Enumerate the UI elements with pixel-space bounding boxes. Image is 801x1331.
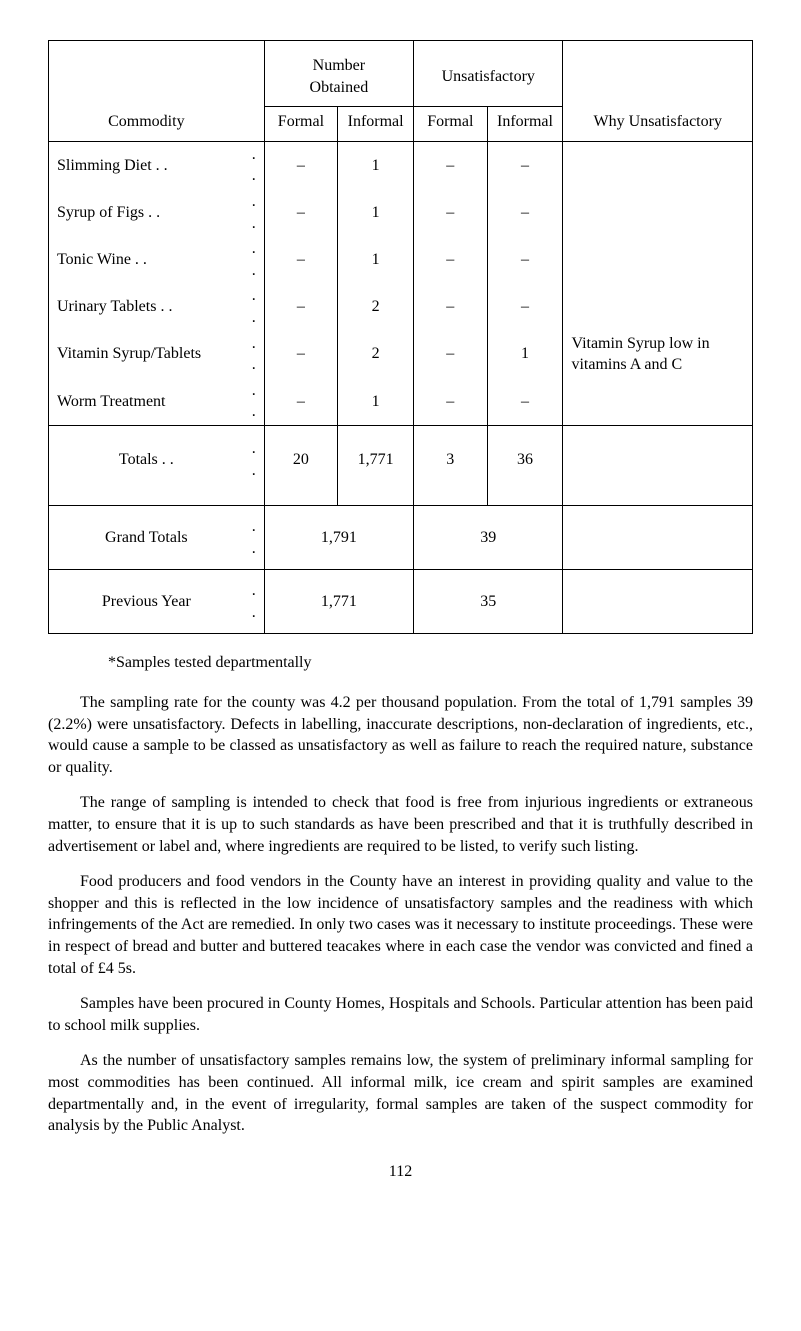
cell-dots: . . xyxy=(244,141,265,189)
grand-totals-label: Grand Totals xyxy=(49,506,244,570)
totals-f2: 3 xyxy=(414,425,487,505)
table-row: Tonic Wine . . . . – 1 – – xyxy=(49,236,753,283)
header-formal1: Formal xyxy=(264,107,337,142)
previous-year-row: Previous Year . . 1,771 35 xyxy=(49,570,753,634)
cell-i1: 1 xyxy=(338,189,414,236)
header-commodity: Commodity xyxy=(49,107,244,142)
cell-commodity: Tonic Wine . . xyxy=(49,236,244,283)
cell-f1: – xyxy=(264,283,337,330)
header-formal2: Formal xyxy=(414,107,487,142)
cell-why xyxy=(563,283,753,330)
totals-i2: 36 xyxy=(487,425,563,505)
paragraph: The sampling rate for the county was 4.2… xyxy=(48,692,753,778)
cell-i2: 1 xyxy=(487,331,563,378)
cell-f2: – xyxy=(414,236,487,283)
cell-f1: – xyxy=(264,141,337,189)
cell-f1: – xyxy=(264,378,337,426)
cell-f2: – xyxy=(414,283,487,330)
cell-i2: – xyxy=(487,189,563,236)
cell-i2: – xyxy=(487,141,563,189)
cell-f1: – xyxy=(264,189,337,236)
paragraph: As the number of unsatisfactory samples … xyxy=(48,1050,753,1136)
cell-commodity: Vitamin Syrup/Tablets xyxy=(49,331,244,378)
previous-year-num: 1,771 xyxy=(264,570,413,634)
header-number-obtained: NumberObtained xyxy=(264,41,413,107)
totals-row: Totals . . . . 20 1,771 3 36 xyxy=(49,425,753,505)
cell-f1: – xyxy=(264,236,337,283)
paragraph: Food producers and food vendors in the C… xyxy=(48,871,753,979)
cell-i1: 2 xyxy=(338,283,414,330)
grand-totals-unsat: 39 xyxy=(414,506,563,570)
cell-why xyxy=(563,141,753,189)
cell-i1: 1 xyxy=(338,141,414,189)
cell-f2: – xyxy=(414,189,487,236)
grand-totals-row: Grand Totals . . 1,791 39 xyxy=(49,506,753,570)
cell-commodity: Urinary Tablets . . xyxy=(49,283,244,330)
cell-f2: – xyxy=(414,141,487,189)
previous-year-dots: . . xyxy=(244,570,265,634)
cell-f2: – xyxy=(414,378,487,426)
totals-i1: 1,771 xyxy=(338,425,414,505)
cell-dots: . . xyxy=(244,331,265,378)
cell-i2: – xyxy=(487,283,563,330)
cell-i2: – xyxy=(487,378,563,426)
cell-why xyxy=(563,236,753,283)
cell-commodity: Worm Treatment xyxy=(49,378,244,426)
cell-i1: 1 xyxy=(338,236,414,283)
totals-label: Totals . . xyxy=(49,425,244,505)
cell-why: Vitamin Syrup low in vitamins A and C xyxy=(563,331,753,426)
previous-year-label: Previous Year xyxy=(49,570,244,634)
totals-f1: 20 xyxy=(264,425,337,505)
grand-totals-num: 1,791 xyxy=(264,506,413,570)
cell-why xyxy=(563,189,753,236)
paragraph: The range of sampling is intended to che… xyxy=(48,792,753,857)
cell-commodity: Slimming Diet . . xyxy=(49,141,244,189)
cell-dots: . . xyxy=(244,283,265,330)
cell-commodity: Syrup of Figs . . xyxy=(49,189,244,236)
cell-dots: . . xyxy=(244,189,265,236)
table-row: Slimming Diet . . . . – 1 – – xyxy=(49,141,753,189)
header-why: Why Unsatisfactory xyxy=(563,107,753,142)
previous-year-unsat: 35 xyxy=(414,570,563,634)
cell-dots: . . xyxy=(244,378,265,426)
grand-totals-dots: . . xyxy=(244,506,265,570)
cell-dots: . . xyxy=(244,236,265,283)
totals-dots: . . xyxy=(244,425,265,505)
footnote: *Samples tested departmentally xyxy=(108,652,753,674)
table-row: Syrup of Figs . . . . – 1 – – xyxy=(49,189,753,236)
cell-f2: – xyxy=(414,331,487,378)
paragraph: Samples have been procured in County Hom… xyxy=(48,993,753,1036)
header-informal1: Informal xyxy=(338,107,414,142)
header-unsatisfactory: Unsatisfactory xyxy=(414,41,563,107)
header-informal2: Informal xyxy=(487,107,563,142)
cell-f1: – xyxy=(264,331,337,378)
table-row: Urinary Tablets . . . . – 2 – – xyxy=(49,283,753,330)
cell-i2: – xyxy=(487,236,563,283)
cell-i1: 2 xyxy=(338,331,414,378)
page-number: 112 xyxy=(48,1161,753,1183)
table-row: Vitamin Syrup/Tablets . . – 2 – 1 Vitami… xyxy=(49,331,753,378)
cell-i1: 1 xyxy=(338,378,414,426)
commodity-table: NumberObtained Unsatisfactory Commodity … xyxy=(48,40,753,634)
